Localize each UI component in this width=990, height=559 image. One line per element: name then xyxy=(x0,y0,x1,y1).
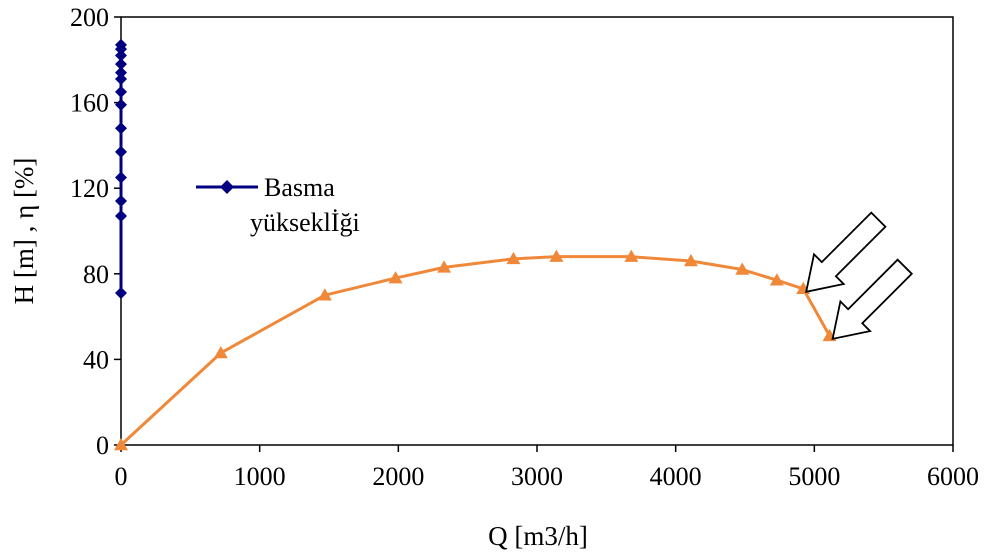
data-point-diamond xyxy=(115,122,127,135)
x-tick-label: 3000 xyxy=(511,462,563,491)
data-point-diamond xyxy=(115,145,127,158)
y-tick-label: 120 xyxy=(70,174,109,203)
y-tick-label: 40 xyxy=(83,345,109,374)
legend-label-line-2: yükseklİği xyxy=(250,208,360,237)
x-tick-label: 6000 xyxy=(927,462,979,491)
data-point-diamond xyxy=(115,195,127,208)
legend: Basma yükseklİği xyxy=(196,173,360,237)
plot-area-border xyxy=(120,16,954,446)
annotation-layer xyxy=(805,211,914,341)
y-tick-label: 0 xyxy=(96,431,109,460)
data-point-diamond xyxy=(115,287,127,300)
y-tick-label: 80 xyxy=(83,260,109,289)
data-point-triangle xyxy=(114,438,128,451)
data-point-diamond xyxy=(115,210,127,223)
data-point-diamond xyxy=(115,38,127,51)
data-point-diamond xyxy=(115,85,127,98)
legend-diamond-marker xyxy=(220,180,234,194)
legend-label-line-1: Basma xyxy=(264,173,335,202)
y-axis-title: H [m] , η [%] xyxy=(9,158,39,305)
x-tick-label: 0 xyxy=(115,462,128,491)
series-line-2 xyxy=(119,255,831,447)
data-point-diamond xyxy=(115,58,127,71)
annotation-arrow-1 xyxy=(805,211,887,293)
y-tick-label: 200 xyxy=(70,3,109,32)
data-point-diamond xyxy=(115,49,127,62)
data-point-triangle xyxy=(437,260,452,273)
data-point-diamond xyxy=(115,171,127,184)
data-point-diamond xyxy=(115,98,127,111)
data-point-triangle xyxy=(388,271,403,284)
x-tick-label: 4000 xyxy=(650,462,702,491)
plot-frame xyxy=(120,16,954,446)
x-axis-title: Q [m3/h] xyxy=(488,521,588,551)
y-tick-label: 160 xyxy=(70,89,109,118)
annotation-arrow-2 xyxy=(831,258,914,341)
data-point-triangle xyxy=(213,345,228,359)
series-layer xyxy=(114,38,837,451)
x-axis-ticks: 0 1000 2000 3000 4000 5000 6000 xyxy=(115,445,979,491)
data-point-triangle xyxy=(683,253,698,267)
x-tick-label: 5000 xyxy=(788,462,840,491)
x-tick-label: 1000 xyxy=(234,462,286,491)
data-point-diamond xyxy=(115,66,127,79)
x-tick-label: 2000 xyxy=(372,462,424,491)
data-point-diamond xyxy=(115,73,127,86)
data-point-triangle xyxy=(317,288,332,301)
data-point-triangle xyxy=(735,262,750,275)
data-point-triangle xyxy=(769,273,784,286)
data-point-triangle xyxy=(624,249,639,262)
data-point-triangle xyxy=(549,249,564,262)
y-axis-ticks: 0 40 80 120 160 200 xyxy=(70,3,121,460)
data-point-triangle xyxy=(506,251,521,265)
